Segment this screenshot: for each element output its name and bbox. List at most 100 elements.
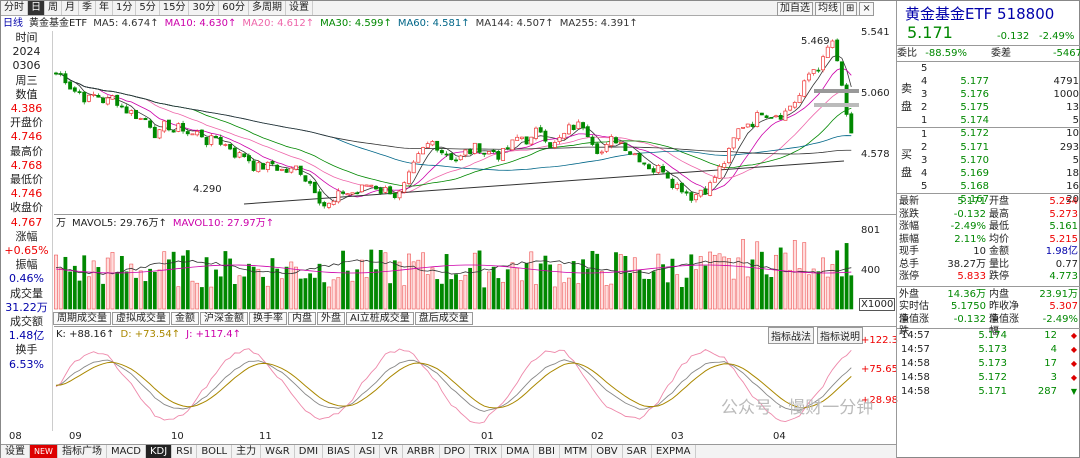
volume-bar: [501, 281, 505, 310]
period-tab[interactable]: 30分: [189, 1, 220, 15]
indicator-tab[interactable]: VR: [380, 445, 403, 458]
candle-body: [148, 120, 153, 128]
info-row: 时间: [15, 31, 38, 44]
candle-body: [284, 168, 289, 173]
indicator-tab[interactable]: DMI: [295, 445, 324, 458]
candlestick-chart[interactable]: [54, 31, 859, 213]
volume-chart[interactable]: [54, 229, 859, 311]
indicator-tab[interactable]: MTM: [560, 445, 593, 458]
volume-subtab[interactable]: 外盘: [317, 312, 345, 325]
indicator-tab[interactable]: DMA: [502, 445, 535, 458]
ma-label: MA60: 4.581↑: [397, 18, 470, 29]
book-row[interactable]: 4 5.176 1000: [897, 75, 1080, 100]
volume-bar: [731, 278, 736, 310]
candle-body: [802, 80, 807, 97]
indicator-tab[interactable]: 设置: [1, 445, 30, 458]
period-tab[interactable]: 60分: [219, 1, 249, 15]
period-tab[interactable]: 1分: [113, 1, 137, 15]
kdj-button[interactable]: 指标说明: [817, 327, 863, 344]
period-tab[interactable]: 多周期: [249, 1, 286, 15]
volume-bar: [647, 278, 651, 310]
volume-subtab[interactable]: 沪深金额: [200, 312, 248, 325]
indicator-tab[interactable]: RSI: [172, 445, 198, 458]
book-row[interactable]: 5 5.167 20: [897, 180, 1080, 205]
period-tab[interactable]: 月: [62, 1, 79, 15]
stat-value: -2.49%: [1042, 313, 1078, 325]
book-row[interactable]: 3 5.175 13: [897, 88, 1080, 113]
volume-bar: [590, 250, 595, 310]
level: 1: [921, 115, 928, 126]
indicator-tab[interactable]: BIAS: [323, 445, 356, 458]
period-tab[interactable]: 15分: [160, 1, 190, 15]
toolbar-button[interactable]: 均线: [815, 2, 841, 16]
price-change: -0.132: [997, 31, 1030, 42]
ma-label: 日线: [3, 18, 23, 29]
candle-body: [77, 91, 82, 93]
period-tab[interactable]: 年: [96, 1, 113, 15]
volume-subtab[interactable]: 周期成交量: [53, 312, 111, 325]
indicator-tab[interactable]: ASI: [355, 445, 381, 458]
period-tab[interactable]: 日: [28, 1, 45, 15]
indicator-tab[interactable]: TRIX: [470, 445, 503, 458]
period-tab[interactable]: 分时: [1, 1, 28, 15]
candle-body: [298, 165, 303, 175]
volume-subtab[interactable]: 内盘: [288, 312, 316, 325]
period-tab[interactable]: 设置: [286, 1, 313, 15]
indicator-tab[interactable]: MACD: [107, 445, 146, 458]
volume-bar: [562, 282, 567, 310]
indicator-tab[interactable]: ARBR: [403, 445, 440, 458]
indicator-tab[interactable]: 主力: [232, 445, 262, 458]
period-tab[interactable]: 周: [45, 1, 62, 15]
indicator-tab[interactable]: BOLL: [197, 445, 233, 458]
kdj-chart[interactable]: [54, 341, 859, 431]
toolbar-button[interactable]: ⊞: [843, 2, 858, 16]
volume-bar: [675, 274, 680, 310]
candle-body: [105, 97, 110, 105]
indicator-tab[interactable]: DPO: [440, 445, 471, 458]
candle-body: [694, 194, 698, 201]
volume-bar: [708, 251, 713, 310]
kdj-value: K: +88.16↑: [56, 329, 115, 340]
volume-bar: [435, 279, 440, 310]
volume-bar: [364, 277, 369, 310]
volume-bar: [218, 276, 223, 310]
candle-body: [806, 73, 811, 81]
volume-subtab[interactable]: 盘后成交量: [414, 312, 473, 325]
book-row[interactable]: 1 5.171 293: [897, 128, 1080, 153]
volume-bar: [322, 282, 327, 310]
book-row[interactable]: 2 5.174 5: [897, 101, 1080, 126]
book-row[interactable]: 2 5.170 5: [897, 141, 1080, 166]
candle-body: [599, 151, 604, 154]
kdj-button[interactable]: 指标战法: [768, 327, 814, 344]
period-tab[interactable]: 5分: [136, 1, 160, 15]
volume-bar: [101, 283, 105, 310]
toolbar-button[interactable]: ×: [859, 2, 874, 16]
volume-subtab[interactable]: 金额: [171, 312, 199, 325]
toolbar-button[interactable]: 加自选: [777, 2, 813, 16]
volume-bar: [157, 269, 162, 310]
period-tab[interactable]: 季: [79, 1, 96, 15]
indicator-tab[interactable]: NEW: [30, 445, 58, 458]
indicator-tab[interactable]: KDJ: [145, 445, 173, 458]
tick-field: 14:58: [901, 386, 930, 397]
book-row[interactable]: 1 5.172 10: [897, 114, 1080, 139]
volume-subtab[interactable]: 换手率: [249, 312, 287, 325]
volume-bar: [628, 272, 633, 310]
indicator-tab[interactable]: OBV: [592, 445, 623, 458]
volume-subtab[interactable]: AI立桩成交量: [346, 312, 414, 325]
book-row[interactable]: 4 5.168 16: [897, 167, 1080, 192]
candle-body: [839, 61, 844, 86]
candle-body: [679, 182, 684, 193]
book-row[interactable]: 5 5.177 4791: [897, 62, 1080, 87]
indicator-tab[interactable]: BBI: [534, 445, 560, 458]
indicator-tab[interactable]: 指标广场: [58, 445, 107, 458]
candle-body: [618, 141, 623, 144]
indicator-tab[interactable]: W&R: [261, 445, 295, 458]
candle-body: [849, 113, 854, 134]
volume-bar: [275, 268, 280, 310]
book-row[interactable]: 3 5.169 18: [897, 154, 1080, 179]
volume-subtab[interactable]: 虚拟成交量: [112, 312, 170, 325]
stat-label: 昨收净值: [989, 301, 1019, 325]
indicator-tab[interactable]: SAR: [623, 445, 652, 458]
indicator-tab[interactable]: EXPMA: [652, 445, 696, 458]
